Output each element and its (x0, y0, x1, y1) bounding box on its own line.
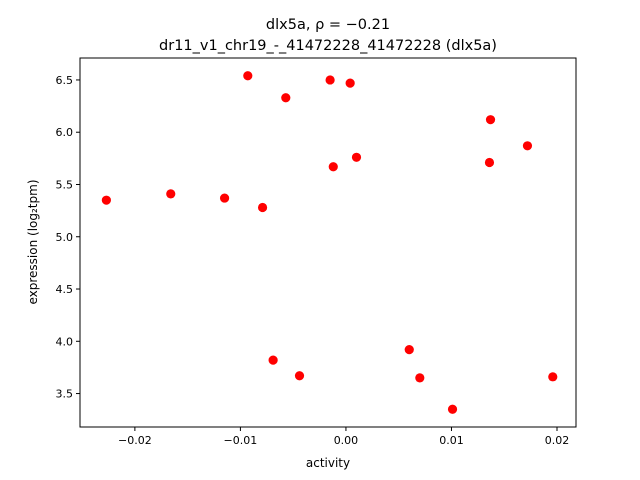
x-tick-label: 0.02 (545, 434, 570, 447)
y-tick-label: 6.0 (56, 126, 74, 139)
chart-title-line1: dlx5a, ρ = −0.21 (266, 17, 390, 33)
plot-area-frame (79, 57, 577, 428)
data-point (484, 157, 495, 168)
data-points (101, 71, 558, 414)
data-point (281, 93, 291, 103)
data-point (257, 202, 268, 213)
data-point (101, 195, 111, 205)
y-tick-label: 5.0 (56, 231, 74, 244)
data-point (325, 75, 335, 85)
data-point (415, 373, 425, 383)
data-point (345, 78, 355, 88)
y-tick-label: 4.5 (56, 283, 74, 296)
data-point (294, 371, 305, 381)
data-point (447, 404, 458, 414)
data-point (351, 152, 362, 162)
x-tick-label: 0.00 (334, 434, 359, 447)
data-point (404, 345, 414, 355)
y-axis-ticks: 3.5 4.0 4.5 5.0 5.5 6.0 6.5 (56, 74, 80, 401)
y-axis-label: expression (log₂tpm) (26, 179, 40, 304)
data-point (485, 115, 496, 125)
y-tick-label: 3.5 (56, 388, 74, 401)
x-tick-label: −0.01 (224, 434, 258, 447)
chart-title-line2: dr11_v1_chr19_-_41472228_41472228 (dlx5a… (159, 38, 497, 54)
y-tick-label: 4.0 (56, 335, 74, 348)
data-point (219, 193, 230, 203)
y-tick-label: 6.5 (56, 74, 74, 87)
data-point (166, 189, 176, 199)
x-tick-label: −0.02 (118, 434, 152, 447)
data-point (548, 372, 558, 382)
data-point (268, 355, 278, 365)
data-point (243, 71, 253, 81)
x-tick-label: 0.01 (439, 434, 464, 447)
y-tick-label: 5.5 (56, 178, 74, 191)
x-axis-label: activity (306, 456, 350, 470)
x-axis-ticks: −0.02 −0.01 0.00 0.01 0.02 (118, 427, 569, 447)
data-point (522, 141, 533, 151)
data-point (328, 162, 338, 172)
